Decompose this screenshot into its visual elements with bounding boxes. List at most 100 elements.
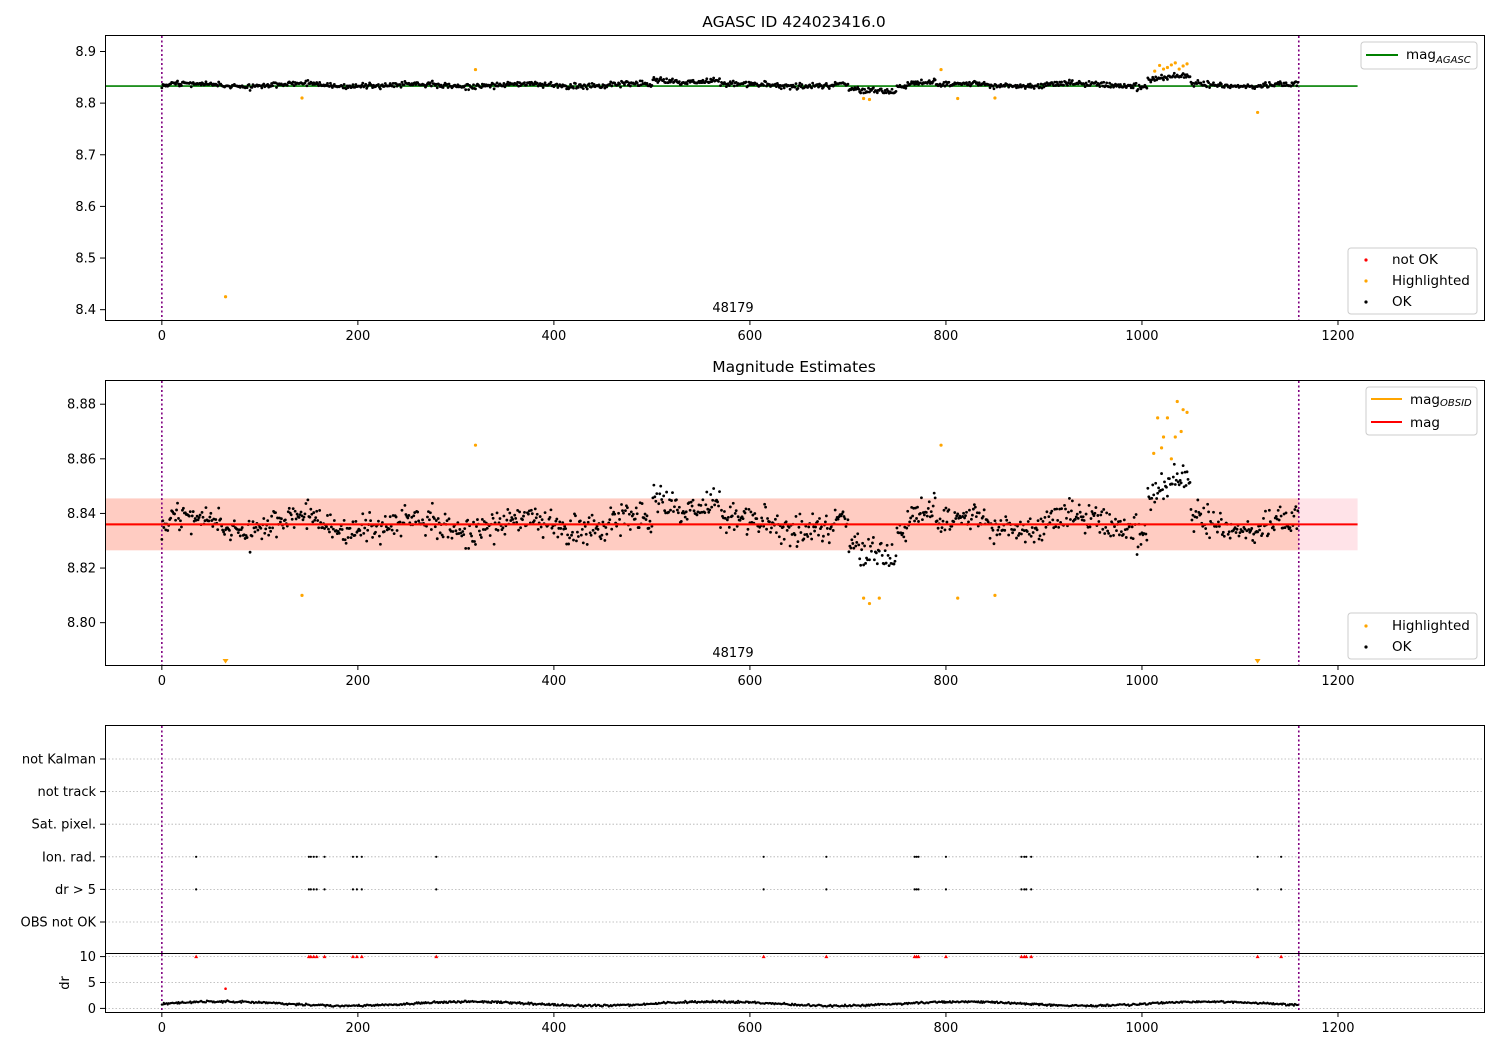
p1-ok-point — [245, 86, 249, 90]
p2-ok-point — [1029, 534, 1033, 538]
p2-ok-point — [724, 516, 727, 520]
p3-flag-point — [307, 888, 310, 891]
p2-ok-point — [817, 533, 820, 537]
p2-ok-point — [519, 526, 522, 530]
p1-ok-point — [541, 86, 545, 89]
p2-ok-point — [289, 513, 293, 517]
p2-ok-point — [911, 514, 915, 518]
p3-flag-point — [360, 888, 363, 891]
p2-ok-point — [617, 511, 620, 515]
p2-ok-point — [490, 513, 494, 516]
p1-ok-point — [543, 81, 547, 85]
p2-ok-point — [318, 509, 322, 512]
p2-ok-point — [1122, 518, 1126, 522]
p2-ok-point — [513, 513, 517, 517]
p2-ok-point — [836, 517, 840, 521]
p2-ok-point — [647, 526, 651, 530]
p1-ok-point — [523, 81, 526, 85]
p2-highlighted-point — [993, 593, 997, 597]
p1-ok-point — [992, 87, 996, 91]
p2-ok-point — [491, 516, 495, 520]
p4-xtick-label: 1000 — [1125, 1021, 1158, 1036]
p2-ok-point — [895, 526, 899, 530]
panel-magnitude-plot-area: 8.80 8.82 8.84 8.86 8.88 0 200 400 600 800 1000 120… — [67, 381, 1358, 689]
p2-ok-point — [302, 515, 306, 519]
p2-ok-point — [967, 520, 970, 524]
p1-ok-point — [1070, 79, 1074, 82]
panel-agasc-obsid-annotation: 48179 — [712, 301, 753, 316]
p2-ok-point — [1004, 515, 1008, 519]
p1-ok-point — [1208, 86, 1211, 89]
p2-ok-point — [1094, 506, 1098, 509]
p2-ok-point — [688, 508, 692, 512]
p2-ok-point — [1100, 510, 1104, 514]
p2-ok-point — [733, 511, 737, 515]
p2-ok-point — [330, 535, 334, 539]
p2-ok-point — [872, 558, 876, 562]
p1-ok-point — [1207, 81, 1211, 85]
p1-ok-point — [732, 84, 736, 88]
p1-ok-point — [879, 87, 883, 91]
p2-ok-point — [560, 532, 564, 536]
p2-highlighted-point — [473, 443, 478, 447]
p1-ok-point — [266, 82, 270, 86]
p2-ok-point — [663, 509, 667, 513]
p2-ok-point — [543, 511, 547, 515]
p2-ok-point — [369, 519, 373, 523]
p1-ok-point — [379, 87, 382, 91]
p2-ok-point — [1112, 534, 1115, 537]
p2-ok-point — [840, 512, 844, 516]
p1-ok-point — [652, 75, 656, 79]
p1-ok-point — [677, 80, 681, 84]
p3-flag-point — [944, 888, 948, 891]
p4-not-ok-marker — [359, 954, 364, 959]
p4-ytick-label: 0 — [88, 1002, 96, 1017]
p2-ok-point — [365, 539, 369, 543]
p1-highlighted-point — [993, 96, 997, 100]
p2-ok-point — [522, 514, 525, 518]
p2-ok-point — [717, 504, 720, 508]
p2-ok-point — [762, 524, 766, 528]
p2-ok-point — [950, 524, 954, 528]
p2-ok-point — [802, 537, 806, 541]
p2-ok-point — [810, 537, 814, 541]
p2-ok-point — [433, 525, 437, 529]
p2-ok-point — [1252, 532, 1256, 536]
p2-ok-point — [720, 508, 723, 512]
p4-ok-point — [240, 1001, 243, 1004]
p2-ok-point — [410, 515, 414, 519]
p2-ok-point — [1295, 527, 1299, 531]
p2-ok-point — [745, 533, 749, 536]
p2-ok-point — [478, 533, 482, 537]
p2-ok-point — [201, 515, 205, 519]
p2-ok-point — [256, 528, 260, 532]
p2-ok-point — [371, 536, 374, 539]
p2-ok-point — [268, 526, 272, 530]
p1-ok-point — [1149, 80, 1153, 84]
p4-ok-point — [980, 1000, 983, 1003]
p1-ok-point — [889, 91, 893, 95]
p2-ok-point — [476, 518, 479, 521]
p2-ok-point — [1027, 532, 1031, 536]
p2-ok-point — [1103, 532, 1107, 535]
p2-ok-point — [599, 537, 603, 541]
p2-ok-point — [331, 527, 335, 531]
p2-ok-point — [1081, 515, 1085, 519]
p2-ok-point — [1171, 475, 1175, 479]
p3-flag-point — [435, 888, 438, 891]
p2-ok-point — [1181, 464, 1185, 468]
p2-ok-point — [996, 528, 1000, 532]
p2-ok-point — [713, 503, 717, 507]
p2-ok-point — [784, 520, 788, 524]
p1-ok-point — [555, 82, 559, 86]
p2-highlighted-point — [1173, 435, 1177, 439]
p2-ok-point — [948, 527, 952, 531]
p2-ok-point — [328, 530, 331, 534]
p1-ok-point — [160, 86, 164, 90]
p4-xtick-label: 800 — [934, 1021, 959, 1036]
p2-xtick-label: 800 — [934, 674, 959, 689]
p2-ok-point — [236, 531, 240, 534]
p2-ok-point — [916, 505, 919, 509]
p2-ok-point — [982, 508, 986, 512]
p2-ok-point — [1266, 532, 1270, 536]
